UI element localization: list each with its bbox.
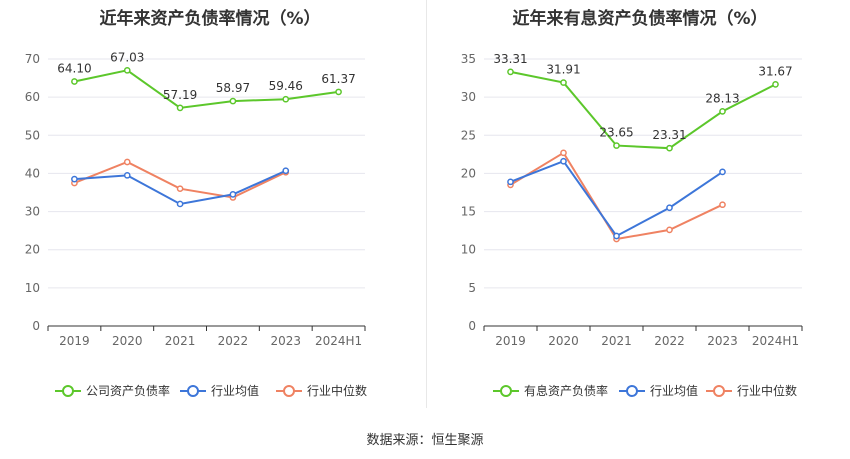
data-point xyxy=(666,226,673,234)
data-label: 23.65 xyxy=(599,126,633,140)
data-label: 61.37 xyxy=(321,72,355,86)
legend-label: 行业中位数 xyxy=(307,383,367,398)
series-line xyxy=(74,160,287,199)
data-point xyxy=(560,157,567,165)
y-tick-label: 30 xyxy=(25,205,40,219)
y-tick-label: 10 xyxy=(25,281,40,295)
data-label: 67.03 xyxy=(110,50,144,64)
data-point xyxy=(71,78,78,85)
legend-marker xyxy=(626,385,638,397)
x-tick-label: 2019 xyxy=(495,334,526,348)
legend-marker xyxy=(283,385,295,397)
data-point xyxy=(123,158,131,166)
y-tick-label: 0 xyxy=(468,319,476,333)
x-tick-label: 2023 xyxy=(707,334,738,348)
y-tick-label: 0 xyxy=(32,319,40,333)
y-tick-label: 70 xyxy=(25,52,40,66)
data-point xyxy=(123,66,131,74)
y-tick-label: 60 xyxy=(25,90,40,104)
series-line xyxy=(510,160,724,238)
y-tick-label: 25 xyxy=(461,128,476,142)
legend-item: 有息资产负债率 xyxy=(493,383,608,398)
data-point xyxy=(123,171,131,179)
legend-item: 公司资产负债率 xyxy=(55,383,170,398)
legend-label: 公司资产负债率 xyxy=(86,383,170,398)
chart-panel-1: 0 5 10 15 20 25 30 35 2019 2020 2021 2022 2023 2024H1… xyxy=(461,52,803,398)
y-tick-label: 20 xyxy=(461,166,476,180)
x-tick-label: 2024H1 xyxy=(315,334,362,348)
legend-label: 有息资产负债率 xyxy=(524,383,608,398)
legend-marker xyxy=(187,385,199,397)
legend-item: 行业中位数 xyxy=(706,383,797,398)
legend-item: 行业中位数 xyxy=(276,383,367,398)
data-point xyxy=(229,97,237,105)
data-point xyxy=(560,149,567,157)
x-tick-label: 2022 xyxy=(218,334,249,348)
data-point xyxy=(507,68,514,76)
data-label: 31.67 xyxy=(758,64,792,78)
data-label: 23.31 xyxy=(652,128,686,142)
y-tick-label: 5 xyxy=(468,281,476,295)
x-tick-label: 2023 xyxy=(270,334,301,348)
data-label: 31.91 xyxy=(546,63,580,77)
data-point xyxy=(507,178,514,186)
x-tick-label: 2020 xyxy=(112,334,143,348)
y-tick-label: 20 xyxy=(25,243,40,257)
data-point xyxy=(613,142,620,149)
data-label: 59.46 xyxy=(269,79,303,93)
data-label: 58.97 xyxy=(216,81,250,95)
chart-title-right: 近年来有息资产负债率情况（%） xyxy=(512,9,768,29)
data-point xyxy=(71,175,78,183)
data-point xyxy=(666,204,673,212)
y-tick-label: 35 xyxy=(461,52,476,66)
data-point xyxy=(613,232,620,240)
legend-marker xyxy=(713,385,725,397)
data-label: 33.31 xyxy=(493,52,527,66)
data-point xyxy=(335,88,342,96)
data-label: 57.19 xyxy=(163,88,197,102)
data-point xyxy=(282,95,290,103)
data-point xyxy=(560,79,567,86)
chart-title-left: 近年来资产负债率情况（%） xyxy=(99,9,321,29)
y-tick-label: 10 xyxy=(461,243,476,257)
legend-marker xyxy=(62,385,74,397)
data-source: 数据来源：恒生聚源 xyxy=(366,433,484,448)
data-point xyxy=(719,201,726,209)
data-point xyxy=(176,104,184,112)
legend-label: 行业均值 xyxy=(650,383,698,398)
data-point xyxy=(719,168,726,176)
x-tick-label: 2020 xyxy=(548,334,579,348)
x-tick-label: 2021 xyxy=(165,334,196,348)
y-tick-label: 30 xyxy=(461,90,476,104)
y-tick-label: 50 xyxy=(25,128,40,142)
series-line xyxy=(74,69,339,109)
x-tick-label: 2019 xyxy=(59,334,90,348)
y-tick-label: 15 xyxy=(461,205,476,219)
legend-item: 行业均值 xyxy=(619,383,698,398)
x-tick-label: 2021 xyxy=(601,334,632,348)
x-tick-label: 2022 xyxy=(654,334,685,348)
data-point xyxy=(176,185,184,193)
chart-panel-0: 0 10 20 30 40 50 60 70 2019 2020 2021 2022 2023 2024H… xyxy=(25,50,367,398)
legend-label: 行业中位数 xyxy=(737,383,797,398)
data-label: 64.10 xyxy=(57,62,91,76)
x-tick-label: 2024H1 xyxy=(752,334,799,348)
data-point xyxy=(719,108,726,115)
data-point xyxy=(229,191,237,198)
panel-divider xyxy=(426,0,427,408)
y-tick-label: 40 xyxy=(25,166,40,180)
series-line xyxy=(509,151,723,241)
legend-label: 行业均值 xyxy=(211,383,259,398)
legend-marker xyxy=(500,385,512,397)
data-point xyxy=(666,144,673,152)
data-point xyxy=(176,200,184,208)
series-line xyxy=(510,70,776,150)
data-point xyxy=(772,81,779,88)
data-point xyxy=(282,167,290,175)
data-label: 28.13 xyxy=(705,91,739,105)
legend-item: 行业均值 xyxy=(180,383,259,398)
